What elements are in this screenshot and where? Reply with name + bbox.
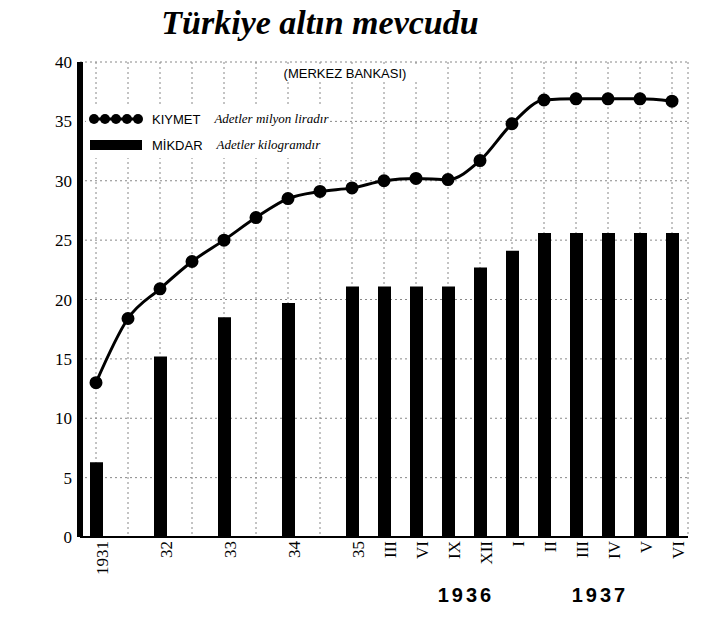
svg-text:1931: 1931 bbox=[93, 541, 112, 575]
svg-text:0: 0 bbox=[64, 528, 73, 547]
svg-text:30: 30 bbox=[55, 172, 72, 191]
html-text:KIYMET: KIYMET bbox=[152, 111, 201, 127]
svg-text:33: 33 bbox=[221, 541, 240, 558]
svg-text:III: III bbox=[573, 541, 592, 558]
svg-text:40: 40 bbox=[55, 53, 72, 72]
svg-text:20: 20 bbox=[55, 291, 72, 310]
svg-text:XII: XII bbox=[477, 541, 496, 565]
svg-text:II: II bbox=[541, 541, 560, 553]
html-text:MİKDAR: MİKDAR bbox=[152, 137, 203, 153]
svg-text:34: 34 bbox=[285, 541, 304, 559]
svg-text:V: V bbox=[637, 540, 656, 553]
svg-text:IV: IV bbox=[605, 540, 624, 559]
svg-text:IX: IX bbox=[445, 541, 464, 559]
svg-text:35: 35 bbox=[349, 541, 368, 558]
html-text:1937: 1937 bbox=[571, 584, 629, 606]
svg-text:25: 25 bbox=[55, 231, 72, 250]
html-text:Türkiye altın mevcudu: Türkiye altın mevcudu bbox=[161, 4, 479, 41]
html-text:Adetler milyon liradır: Adetler milyon liradır bbox=[214, 111, 329, 126]
svg-text:VI: VI bbox=[669, 541, 688, 559]
html-text:Adetler kilogramdır: Adetler kilogramdır bbox=[216, 137, 321, 152]
svg-text:III: III bbox=[381, 541, 400, 558]
svg-text:15: 15 bbox=[55, 350, 72, 369]
svg-text:35: 35 bbox=[55, 112, 72, 131]
svg-text:32: 32 bbox=[157, 541, 176, 558]
svg-text:5: 5 bbox=[64, 469, 73, 488]
svg-text:VI: VI bbox=[413, 541, 432, 559]
svg-text:10: 10 bbox=[55, 409, 72, 428]
svg-text:I: I bbox=[509, 541, 528, 547]
html-text:(MERKEZ BANKASI): (MERKEZ BANKASI) bbox=[283, 66, 407, 81]
html-text:1936: 1936 bbox=[437, 584, 495, 606]
